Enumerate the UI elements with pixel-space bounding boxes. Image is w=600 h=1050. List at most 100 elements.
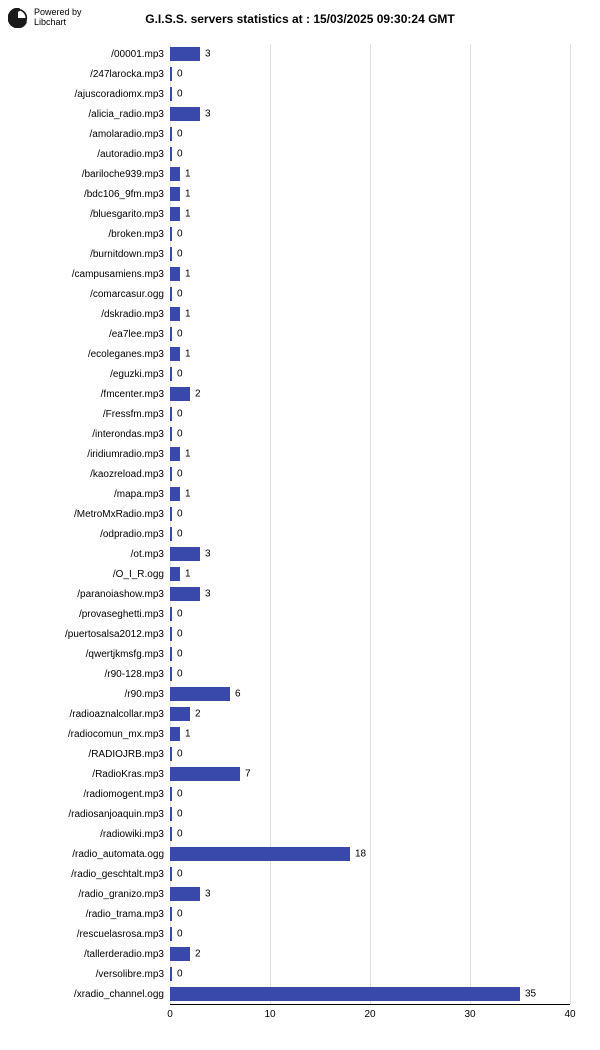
bar-row: /Fressfm.mp30 [170, 404, 570, 424]
bar-row: /r90-128.mp30 [170, 664, 570, 684]
bar-value-label: 0 [172, 669, 183, 680]
y-axis-label: /radiocomun_mx.mp3 [0, 729, 170, 740]
y-axis-label: /tallerderadio.mp3 [0, 949, 170, 960]
y-axis-label: /provaseghetti.mp3 [0, 609, 170, 620]
bar: 0 [170, 287, 172, 301]
bar-value-label: 0 [172, 89, 183, 100]
libchart-icon [8, 8, 28, 28]
bar-row: /odpradio.mp30 [170, 524, 570, 544]
y-axis-label: /MetroMxRadio.mp3 [0, 509, 170, 520]
bar: 0 [170, 607, 172, 621]
bar: 0 [170, 67, 172, 81]
bar-value-label: 1 [180, 349, 191, 360]
bar-value-label: 35 [520, 989, 536, 1000]
bar-row: /fmcenter.mp32 [170, 384, 570, 404]
bar-value-label: 0 [172, 649, 183, 660]
bar-value-label: 0 [172, 809, 183, 820]
bar-value-label: 0 [172, 929, 183, 940]
y-axis-label: /radio_geschtalt.mp3 [0, 869, 170, 880]
bar-value-label: 18 [350, 849, 366, 860]
bar-row: /RadioKras.mp37 [170, 764, 570, 784]
bar-row: /provaseghetti.mp30 [170, 604, 570, 624]
bar-row: /autoradio.mp30 [170, 144, 570, 164]
bar: 0 [170, 667, 172, 681]
y-axis-label: /RADIOJRB.mp3 [0, 749, 170, 760]
bar-value-label: 0 [172, 909, 183, 920]
bar-value-label: 1 [180, 569, 191, 580]
y-axis-label: /radiowiki.mp3 [0, 829, 170, 840]
bar-value-label: 7 [240, 769, 251, 780]
bar-value-label: 0 [172, 969, 183, 980]
bar: 3 [170, 887, 200, 901]
bar: 0 [170, 807, 172, 821]
bar-row: /puertosalsa2012.mp30 [170, 624, 570, 644]
bar: 0 [170, 747, 172, 761]
bar-row: /interondas.mp30 [170, 424, 570, 444]
y-axis-label: /O_I_R.ogg [0, 569, 170, 580]
bar: 0 [170, 327, 172, 341]
bar: 0 [170, 87, 172, 101]
y-axis-label: /burnitdown.mp3 [0, 249, 170, 260]
gridline [570, 44, 571, 1004]
bar-row: /radio_geschtalt.mp30 [170, 864, 570, 884]
bar-value-label: 0 [172, 789, 183, 800]
bar: 18 [170, 847, 350, 861]
bar-row: /O_I_R.ogg1 [170, 564, 570, 584]
bar: 0 [170, 647, 172, 661]
y-axis-label: /odpradio.mp3 [0, 529, 170, 540]
bar: 0 [170, 127, 172, 141]
bar-value-label: 1 [180, 169, 191, 180]
chart-area: /00001.mp33/247larocka.mp30/ajuscoradiom… [170, 44, 570, 1025]
y-axis-label: /radio_automata.ogg [0, 849, 170, 860]
bar-row: /iridiumradio.mp31 [170, 444, 570, 464]
bar: 2 [170, 707, 190, 721]
y-axis-label: /bdc106_9fm.mp3 [0, 189, 170, 200]
y-axis-label: /ot.mp3 [0, 549, 170, 560]
bar-value-label: 1 [180, 449, 191, 460]
bar-row: /bluesgarito.mp31 [170, 204, 570, 224]
y-axis-label: /radiomogent.mp3 [0, 789, 170, 800]
y-axis-label: /radio_trama.mp3 [0, 909, 170, 920]
bar-value-label: 3 [200, 549, 211, 560]
bar-value-label: 3 [200, 889, 211, 900]
bar: 1 [170, 347, 180, 361]
y-axis-label: /puertosalsa2012.mp3 [0, 629, 170, 640]
y-axis-label: /bariloche939.mp3 [0, 169, 170, 180]
bar-value-label: 1 [180, 489, 191, 500]
y-axis-label: /radio_granizo.mp3 [0, 889, 170, 900]
bar: 0 [170, 927, 172, 941]
y-axis-label: /eguzki.mp3 [0, 369, 170, 380]
bar-value-label: 3 [200, 49, 211, 60]
bar: 1 [170, 727, 180, 741]
bar-row: /00001.mp33 [170, 44, 570, 64]
bar: 1 [170, 187, 180, 201]
x-tick-label: 10 [264, 1009, 275, 1020]
bar: 1 [170, 167, 180, 181]
bar: 35 [170, 987, 520, 1001]
bar-row: /kaozreload.mp30 [170, 464, 570, 484]
bar-value-label: 0 [172, 869, 183, 880]
bar-row: /mapa.mp31 [170, 484, 570, 504]
bar-value-label: 2 [190, 389, 201, 400]
bar: 0 [170, 827, 172, 841]
bar: 0 [170, 467, 172, 481]
bar-row: /amolaradio.mp30 [170, 124, 570, 144]
bar: 3 [170, 587, 200, 601]
bar: 1 [170, 207, 180, 221]
bar-row: /247larocka.mp30 [170, 64, 570, 84]
bar: 3 [170, 547, 200, 561]
y-axis-label: /iridiumradio.mp3 [0, 449, 170, 460]
y-axis-label: /00001.mp3 [0, 49, 170, 60]
bar: 0 [170, 527, 172, 541]
bar: 1 [170, 447, 180, 461]
x-tick-label: 40 [564, 1009, 575, 1020]
y-axis-label: /r90-128.mp3 [0, 669, 170, 680]
bar: 0 [170, 867, 172, 881]
bar: 0 [170, 227, 172, 241]
y-axis-label: /xradio_channel.ogg [0, 989, 170, 1000]
y-axis-label: /fmcenter.mp3 [0, 389, 170, 400]
bar-value-label: 0 [172, 249, 183, 260]
bar-value-label: 0 [172, 529, 183, 540]
bar-row: /campusamiens.mp31 [170, 264, 570, 284]
bar-row: /bdc106_9fm.mp31 [170, 184, 570, 204]
